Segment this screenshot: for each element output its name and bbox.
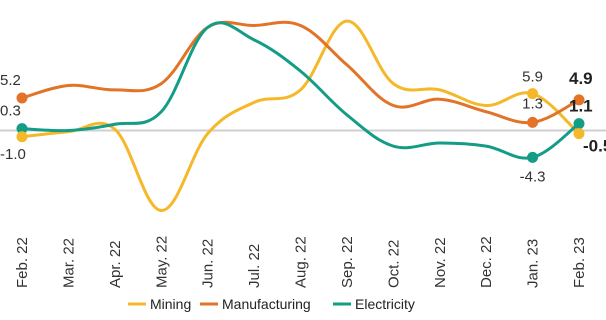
marker-mining-feb-22 [16,131,28,143]
marker-electricity-jan-23 [527,151,539,163]
x-tick-jul-22: Jul. 22 [246,244,263,288]
x-tick-jan-23: Jan. 23 [525,239,542,288]
legend-label-mining: Mining [150,296,191,312]
series-line-mining [20,19,581,213]
data-label-electricity-feb-22: 0.3 [0,103,21,120]
data-label-mining-feb-22: -1.0 [0,146,26,163]
legend-label-electricity: Electricity [355,296,415,312]
data-label-electricity-feb-23: 1.1 [569,97,593,116]
marker-electricity-feb-22 [16,123,28,135]
x-tick-feb-22: Feb. 22 [14,237,31,288]
data-label-manufacturing-feb-22: 5.2 [0,72,21,89]
x-tick-apr-22: Apr. 22 [107,240,124,288]
data-label-manufacturing-feb-23: 4.9 [569,69,593,88]
marker-manufacturing-feb-22 [16,92,28,104]
data-label-electricity-jan-23: -4.3 [520,168,546,185]
x-tick-mar-22: Mar. 22 [60,238,77,288]
x-tick-dec-22: Dec. 22 [478,236,495,288]
x-tick-oct-22: Oct. 22 [385,240,402,288]
x-tick-aug-22: Aug. 22 [293,236,310,288]
x-tick-nov-22: Nov. 22 [432,237,449,288]
data-label-manufacturing-jan-23: 1.3 [522,95,543,112]
x-axis-tick-labels: Feb. 22 Mar. 22 Apr. 22 May. 22 Jun. 22 Jul. … [14,236,588,288]
series-lines [20,19,581,213]
legend: Mining Manufacturing Electricity [128,296,415,312]
marker-manufacturing-feb-23 [573,94,585,106]
x-tick-sep-22: Sep. 22 [339,236,356,288]
data-label-mining-feb-23: -0.5 [583,137,606,156]
x-tick-jun-22: Jun. 22 [200,239,217,288]
data-label-mining-jan-23: 5.9 [522,69,543,86]
series-line-manufacturing [20,20,581,125]
series-line-electricity [20,21,581,160]
point-labels: 5.2 0.3 -1.0 5.9 1.3 -4.3 4.9 1.1 -0.5 [0,69,606,186]
marker-mining-jan-23 [527,88,539,100]
marker-manufacturing-jan-23 [527,116,539,128]
x-tick-may-22: May. 22 [153,236,170,288]
marker-mining-feb-23 [573,128,585,140]
marker-electricity-feb-23 [573,118,585,130]
series-markers [16,88,585,163]
x-tick-feb-23: Feb. 23 [571,237,588,288]
legend-label-manufacturing: Manufacturing [222,296,311,312]
